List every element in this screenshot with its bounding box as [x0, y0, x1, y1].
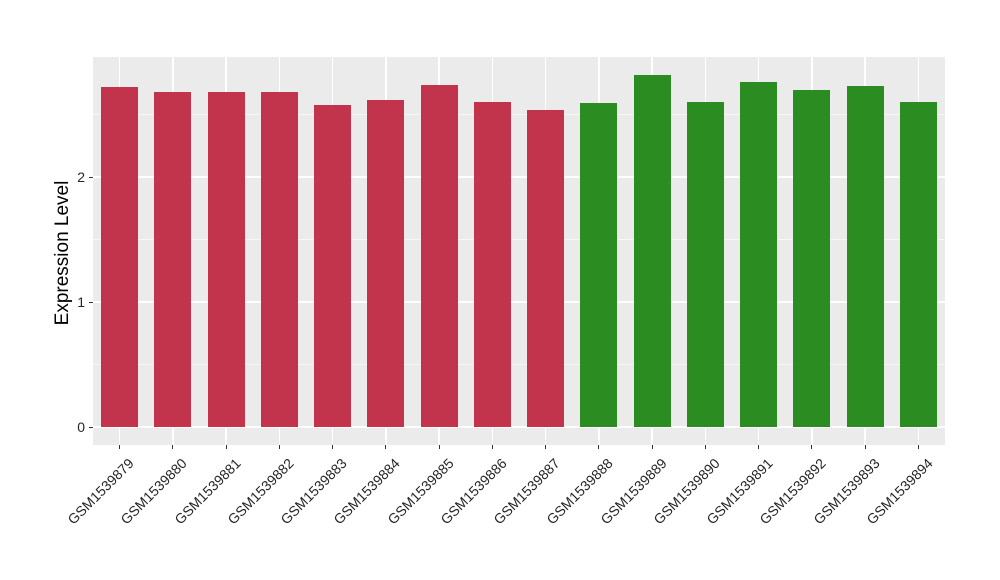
bar-GSM1539893 — [846, 85, 884, 427]
bar-GSM1539891 — [740, 82, 778, 427]
x-tick-mark — [651, 445, 653, 449]
y-tick-mark — [89, 426, 93, 428]
bar-GSM1539890 — [686, 102, 724, 427]
y-tick-label: 0 — [77, 418, 85, 435]
y-tick-label: 2 — [77, 168, 85, 185]
x-tick-mark — [172, 445, 174, 449]
y-tick-mark — [89, 176, 93, 178]
minor-gridline — [93, 364, 945, 365]
y-tick-label: 1 — [77, 293, 85, 310]
bar-GSM1539883 — [314, 104, 352, 427]
x-tick-mark — [598, 445, 600, 449]
bar-GSM1539882 — [260, 92, 298, 427]
x-tick-mark — [119, 445, 121, 449]
bar-GSM1539881 — [207, 92, 245, 427]
x-tick-mark — [917, 445, 919, 449]
bar-GSM1539880 — [154, 92, 192, 427]
major-gridline — [93, 301, 945, 303]
bar-GSM1539889 — [633, 74, 671, 427]
bar-GSM1539886 — [473, 102, 511, 427]
bar-GSM1539887 — [527, 109, 565, 427]
bar-GSM1539892 — [793, 89, 831, 427]
minor-gridline — [93, 114, 945, 115]
plot-panel — [93, 57, 945, 445]
bar-GSM1539885 — [420, 84, 458, 427]
x-tick-mark — [438, 445, 440, 449]
x-tick-mark — [332, 445, 334, 449]
x-tick-mark — [278, 445, 280, 449]
x-tick-mark — [704, 445, 706, 449]
bar-GSM1539894 — [899, 102, 937, 427]
major-gridline — [93, 176, 945, 178]
major-gridline — [93, 426, 945, 428]
y-tick-mark — [89, 301, 93, 303]
minor-gridline — [93, 239, 945, 240]
x-tick-mark — [758, 445, 760, 449]
x-tick-mark — [545, 445, 547, 449]
bar-GSM1539888 — [580, 103, 618, 427]
x-tick-mark — [385, 445, 387, 449]
x-tick-mark — [491, 445, 493, 449]
x-tick-mark — [225, 445, 227, 449]
bar-GSM1539884 — [367, 99, 405, 427]
x-tick-mark — [811, 445, 813, 449]
x-tick-mark — [864, 445, 866, 449]
bar-GSM1539879 — [101, 87, 139, 427]
